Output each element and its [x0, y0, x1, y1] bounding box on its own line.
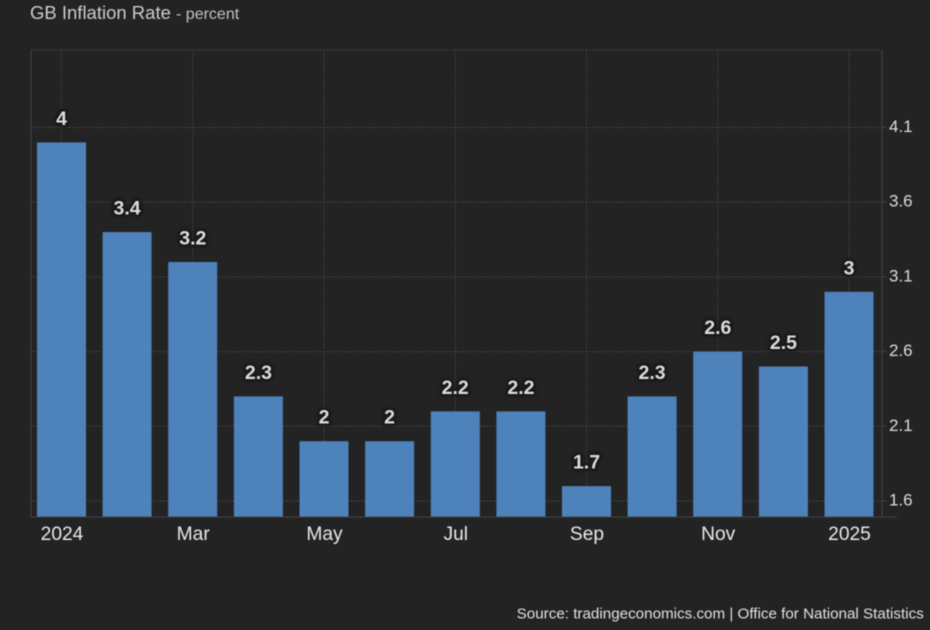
svg-text:2025: 2025 — [828, 524, 871, 545]
svg-text:2.3: 2.3 — [245, 362, 272, 384]
svg-text:3.4: 3.4 — [114, 198, 141, 220]
svg-text:May: May — [306, 524, 343, 545]
svg-text:2.1: 2.1 — [889, 416, 913, 435]
svg-text:Nov: Nov — [701, 524, 736, 545]
svg-text:GB Inflation Rate - percent: GB Inflation Rate - percent — [30, 2, 240, 23]
svg-text:4: 4 — [56, 108, 67, 130]
svg-text:3: 3 — [844, 257, 855, 279]
svg-text:1.6: 1.6 — [889, 491, 913, 510]
svg-text:2.6: 2.6 — [704, 317, 731, 339]
svg-text:Sep: Sep — [570, 524, 604, 545]
svg-text:2024: 2024 — [41, 524, 84, 545]
svg-text:2: 2 — [319, 407, 330, 429]
svg-text:4.1: 4.1 — [889, 117, 913, 136]
svg-text:2.3: 2.3 — [639, 362, 666, 384]
svg-text:2: 2 — [384, 407, 395, 429]
svg-text:3.6: 3.6 — [889, 192, 913, 211]
svg-text:2.2: 2.2 — [442, 377, 469, 399]
svg-text:2.5: 2.5 — [770, 332, 797, 354]
svg-text:Jul: Jul — [444, 524, 469, 545]
svg-text:1.7: 1.7 — [573, 452, 600, 474]
svg-text:Source: tradingeconomics.com |: Source: tradingeconomics.com | Office fo… — [517, 605, 925, 622]
svg-text:2.2: 2.2 — [507, 377, 534, 399]
svg-text:2.6: 2.6 — [889, 341, 913, 360]
svg-text:3.1: 3.1 — [889, 266, 913, 285]
svg-text:Mar: Mar — [177, 524, 211, 545]
svg-text:3.2: 3.2 — [179, 228, 206, 250]
